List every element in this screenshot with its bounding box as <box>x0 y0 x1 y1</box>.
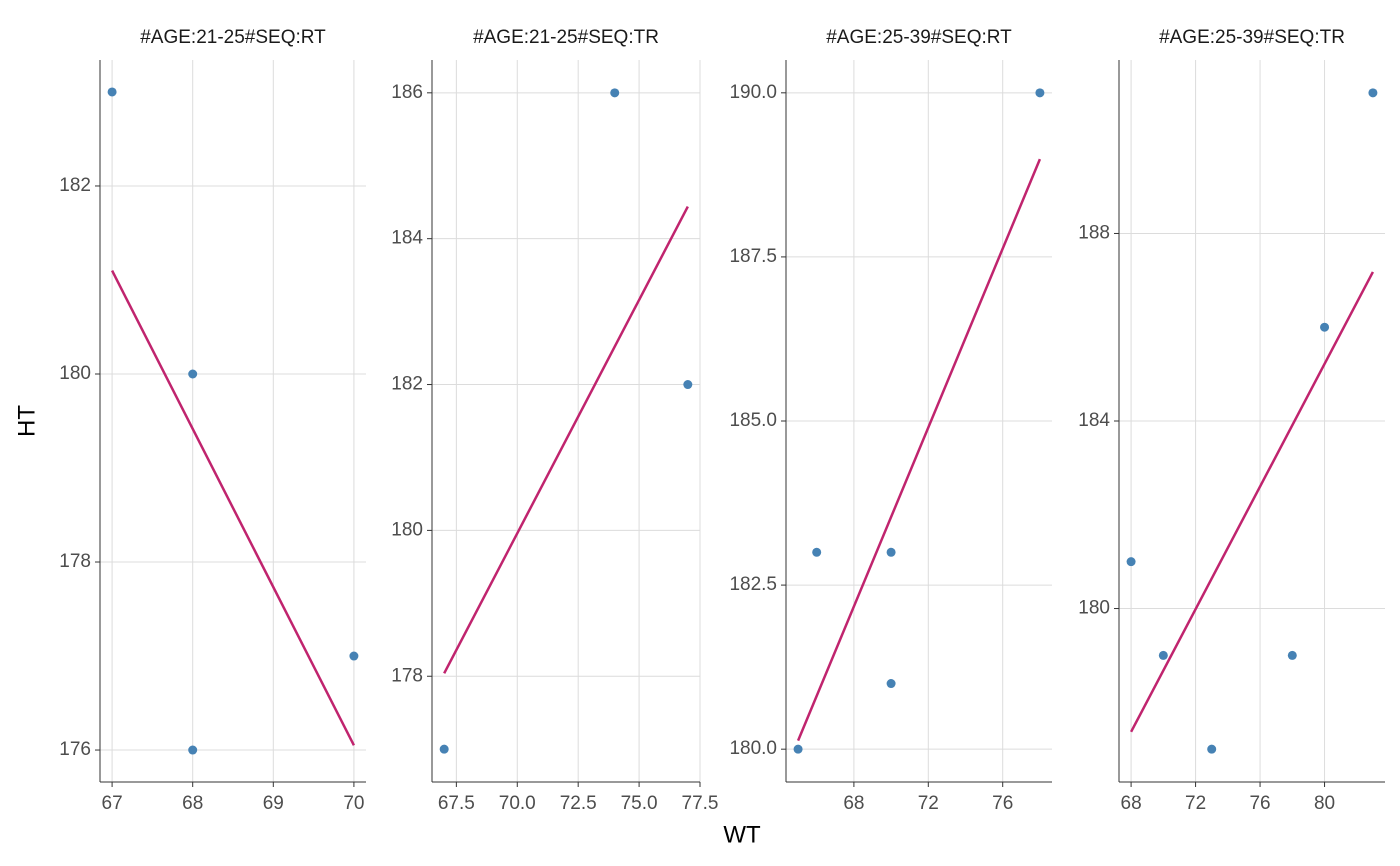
x-tick-label: 75.0 <box>621 793 658 814</box>
point <box>107 87 117 97</box>
fit-line <box>1129 271 1375 733</box>
x-tick-label: 72 <box>1185 793 1206 814</box>
point <box>1158 650 1168 660</box>
y-tick-label: 180 <box>59 363 91 384</box>
point <box>793 744 803 754</box>
x-tick-label: 76 <box>992 793 1013 814</box>
point <box>886 679 896 689</box>
fit-line <box>796 158 1042 742</box>
fit-line <box>110 270 356 746</box>
point <box>1035 88 1045 98</box>
x-tick-label: 68 <box>1121 793 1142 814</box>
point <box>683 380 693 390</box>
y-tick-label: 190.0 <box>729 82 777 103</box>
x-tick-label: 70 <box>343 793 364 814</box>
x-axis-title: WT <box>723 821 761 848</box>
panel-title: #AGE:21-25#SEQ:RT <box>140 27 326 48</box>
point <box>1320 322 1330 332</box>
point <box>812 547 822 557</box>
y-tick-label: 185.0 <box>729 410 777 431</box>
x-tick-label: 76 <box>1249 793 1270 814</box>
point <box>188 745 198 755</box>
y-tick-label: 184 <box>1078 410 1110 431</box>
fit-line <box>443 206 689 674</box>
x-tick-label: 72 <box>918 793 939 814</box>
point <box>1126 557 1136 567</box>
x-tick-label: 72.5 <box>560 793 597 814</box>
x-tick-label: 69 <box>263 793 284 814</box>
x-tick-label: 77.5 <box>682 793 719 814</box>
x-tick-label: 80 <box>1314 793 1335 814</box>
point <box>439 744 449 754</box>
y-tick-label: 187.5 <box>729 246 777 267</box>
point <box>188 369 198 379</box>
panel-title: #AGE:25-39#SEQ:RT <box>826 27 1012 48</box>
y-tick-label: 180 <box>1078 598 1110 619</box>
panel-title: #AGE:21-25#SEQ:TR <box>473 27 659 48</box>
y-tick-label: 182.5 <box>729 574 777 595</box>
y-tick-label: 178 <box>391 665 423 686</box>
y-tick-label: 182 <box>391 374 423 395</box>
panel-title: #AGE:25-39#SEQ:TR <box>1159 27 1345 48</box>
y-axis-title: HT <box>13 405 40 437</box>
y-tick-label: 176 <box>59 739 91 760</box>
y-tick-label: 180.0 <box>729 738 777 759</box>
point <box>610 88 620 98</box>
point <box>886 547 896 557</box>
point <box>1287 650 1297 660</box>
y-tick-label: 178 <box>59 551 91 572</box>
point <box>1207 744 1217 754</box>
y-tick-label: 186 <box>391 82 423 103</box>
x-tick-label: 67 <box>102 793 123 814</box>
x-tick-label: 68 <box>182 793 203 814</box>
point <box>1368 88 1378 98</box>
x-tick-label: 68 <box>843 793 864 814</box>
y-tick-label: 188 <box>1078 222 1110 243</box>
y-tick-label: 182 <box>59 175 91 196</box>
x-tick-label: 70.0 <box>499 793 536 814</box>
y-tick-label: 184 <box>391 228 423 249</box>
y-tick-label: 180 <box>391 519 423 540</box>
x-tick-label: 67.5 <box>438 793 475 814</box>
point <box>349 651 359 661</box>
